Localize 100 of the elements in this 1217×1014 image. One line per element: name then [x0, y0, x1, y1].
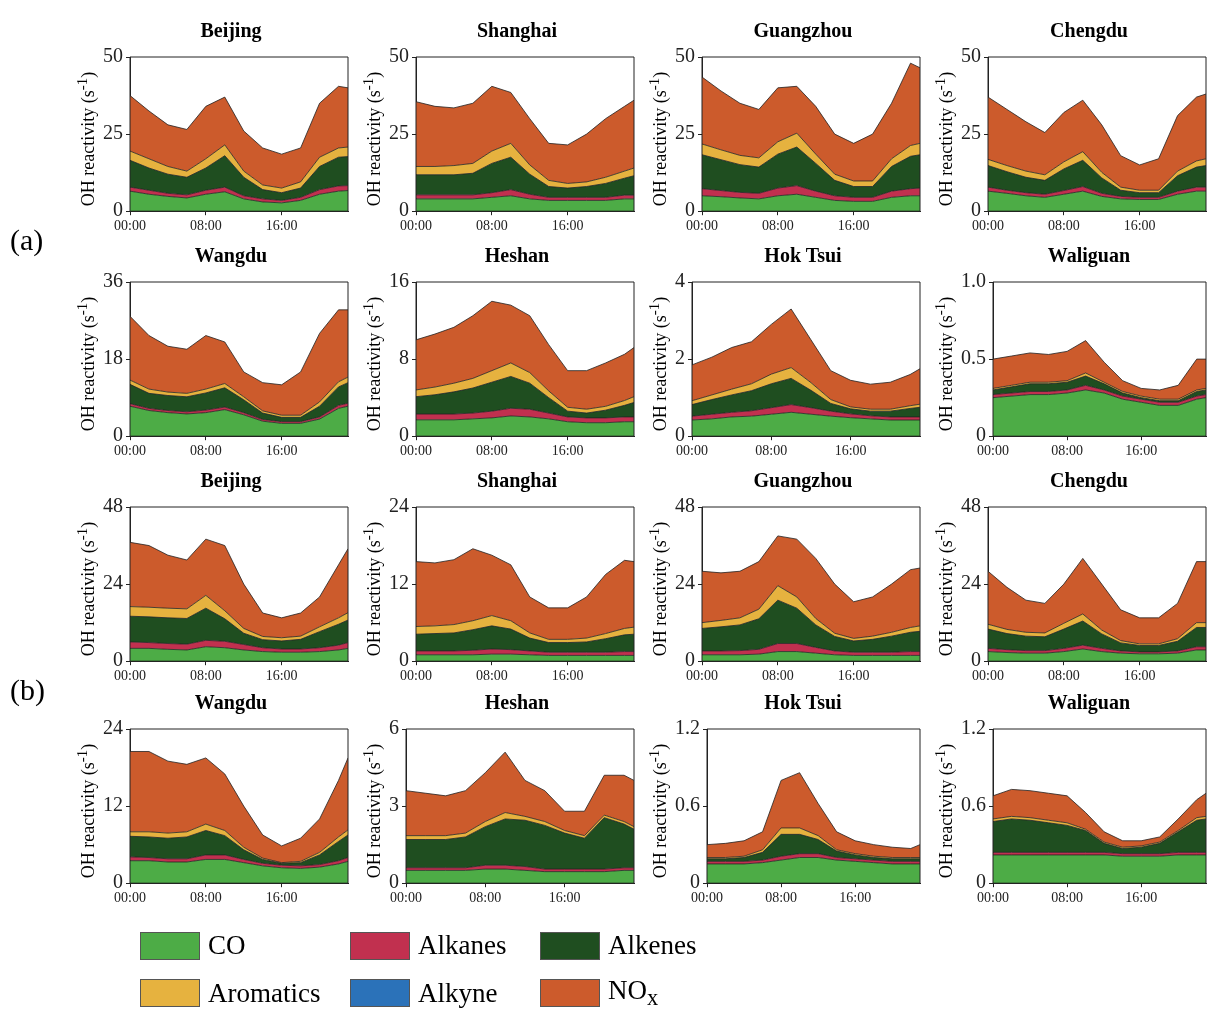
x-tick-label: 08:00 [1047, 218, 1080, 234]
y-tick-label: 24 [675, 571, 695, 594]
y-tick-label: 25 [389, 121, 409, 144]
x-tick-label: 00:00 [114, 668, 146, 684]
y-tick-label: 0.5 [961, 346, 986, 369]
y-tick-label: 0 [113, 870, 123, 893]
chart-title: Heshan [483, 690, 551, 714]
text: (a) [10, 223, 44, 257]
x-tick-label: 00:00 [400, 668, 432, 684]
chart-title: Wangdu [193, 243, 269, 267]
x-tick-label: 16:00 [265, 668, 298, 684]
chart-title: Guangzhou [752, 468, 854, 492]
legend-label: Alkyne [418, 977, 498, 1009]
y-tick-label: 48 [961, 494, 981, 517]
x-tick-label: 00:00 [977, 443, 1009, 459]
x-tick-label: 00:00 [390, 890, 422, 906]
chart-title: Beijing [199, 468, 263, 492]
y-tick-label: 0 [675, 423, 685, 446]
legend-label: Alkenes [608, 930, 697, 961]
y-tick-label: 1.2 [675, 716, 700, 739]
y-tick-label: 0 [685, 198, 695, 221]
x-tick-label: 16:00 [839, 890, 872, 906]
x-tick-label: 16:00 [265, 890, 298, 906]
x-tick-label: 16:00 [837, 218, 870, 234]
text: (b) [10, 673, 45, 707]
x-tick-label: 16:00 [1125, 890, 1158, 906]
y-tick-label: 18 [103, 346, 123, 369]
x-tick-label: 08:00 [1047, 668, 1080, 684]
y-tick-label: 50 [103, 44, 123, 67]
x-tick-label: 16:00 [1123, 218, 1156, 234]
x-tick-label: 16:00 [551, 668, 584, 684]
legend-label: CO [208, 930, 246, 961]
legend-label: Aromatics [208, 977, 321, 1009]
x-tick-label: 00:00 [114, 218, 146, 234]
chart-title: Shanghai [475, 468, 559, 492]
y-tick-label: 24 [389, 494, 409, 517]
y-tick-label: 4 [675, 269, 685, 292]
x-tick-label: 08:00 [189, 443, 222, 459]
y-tick-label: 0 [113, 198, 123, 221]
x-tick-label: 08:00 [1051, 443, 1084, 459]
x-tick-label: 08:00 [189, 668, 222, 684]
y-tick-label: 0 [976, 423, 986, 446]
x-tick-label: 00:00 [686, 218, 718, 234]
y-tick-label: 24 [103, 716, 123, 739]
x-tick-label: 00:00 [400, 218, 432, 234]
x-tick-label: 08:00 [475, 218, 508, 234]
y-tick-label: 0 [389, 870, 399, 893]
x-tick-label: 16:00 [551, 218, 584, 234]
chart-title: Heshan [483, 243, 551, 267]
x-tick-label: 00:00 [972, 668, 1004, 684]
chart-title: Hok Tsui [763, 690, 843, 714]
x-tick-label: 00:00 [114, 443, 146, 459]
y-tick-label: 0 [976, 870, 986, 893]
x-tick-label: 16:00 [548, 890, 581, 906]
x-tick-label: 08:00 [475, 443, 508, 459]
chart-title: Chengdu [1049, 468, 1129, 492]
x-tick-label: 00:00 [977, 890, 1009, 906]
y-tick-label: 0 [685, 648, 695, 671]
x-tick-label: 16:00 [551, 443, 584, 459]
y-tick-label: 12 [103, 793, 123, 816]
y-tick-label: 3 [389, 793, 399, 816]
y-tick-label: 36 [103, 269, 123, 292]
chart-title: Waliguan [1046, 690, 1132, 714]
x-tick-label: 00:00 [400, 443, 432, 459]
x-tick-label: 08:00 [761, 668, 794, 684]
y-tick-label: 0 [399, 423, 409, 446]
y-tick-label: 25 [103, 121, 123, 144]
x-tick-label: 08:00 [189, 218, 222, 234]
chart-title: Chengdu [1049, 18, 1129, 42]
x-tick-label: 16:00 [265, 218, 298, 234]
chart-title: Hok Tsui [763, 243, 843, 267]
y-tick-label: 50 [961, 44, 981, 67]
y-tick-label: 0 [971, 648, 981, 671]
y-tick-label: 25 [675, 121, 695, 144]
legend-label: NO$_{x}$ [608, 975, 659, 1012]
y-tick-label: 25 [961, 121, 981, 144]
chart-title: Waliguan [1046, 243, 1132, 267]
x-tick-label: 08:00 [189, 890, 222, 906]
y-tick-label: 16 [389, 269, 409, 292]
x-tick-label: 16:00 [837, 668, 870, 684]
y-tick-label: 1.2 [961, 716, 986, 739]
chart-title: Guangzhou [752, 18, 854, 42]
x-tick-label: 08:00 [761, 218, 794, 234]
y-tick-label: 0 [113, 648, 123, 671]
y-tick-label: 1.0 [961, 269, 986, 292]
y-tick-label: 24 [961, 571, 981, 594]
x-tick-label: 00:00 [114, 890, 146, 906]
y-tick-label: 0.6 [675, 793, 700, 816]
x-tick-label: 00:00 [691, 890, 723, 906]
y-tick-label: 2 [675, 346, 685, 369]
y-tick-label: 48 [675, 494, 695, 517]
chart-title: Shanghai [475, 18, 559, 42]
x-tick-label: 08:00 [469, 890, 502, 906]
y-tick-label: 0 [399, 648, 409, 671]
y-tick-label: 0.6 [961, 793, 986, 816]
y-tick-label: 50 [675, 44, 695, 67]
y-tick-label: 24 [103, 571, 123, 594]
x-tick-label: 08:00 [475, 668, 508, 684]
y-tick-label: 12 [389, 571, 409, 594]
x-tick-label: 08:00 [765, 890, 798, 906]
